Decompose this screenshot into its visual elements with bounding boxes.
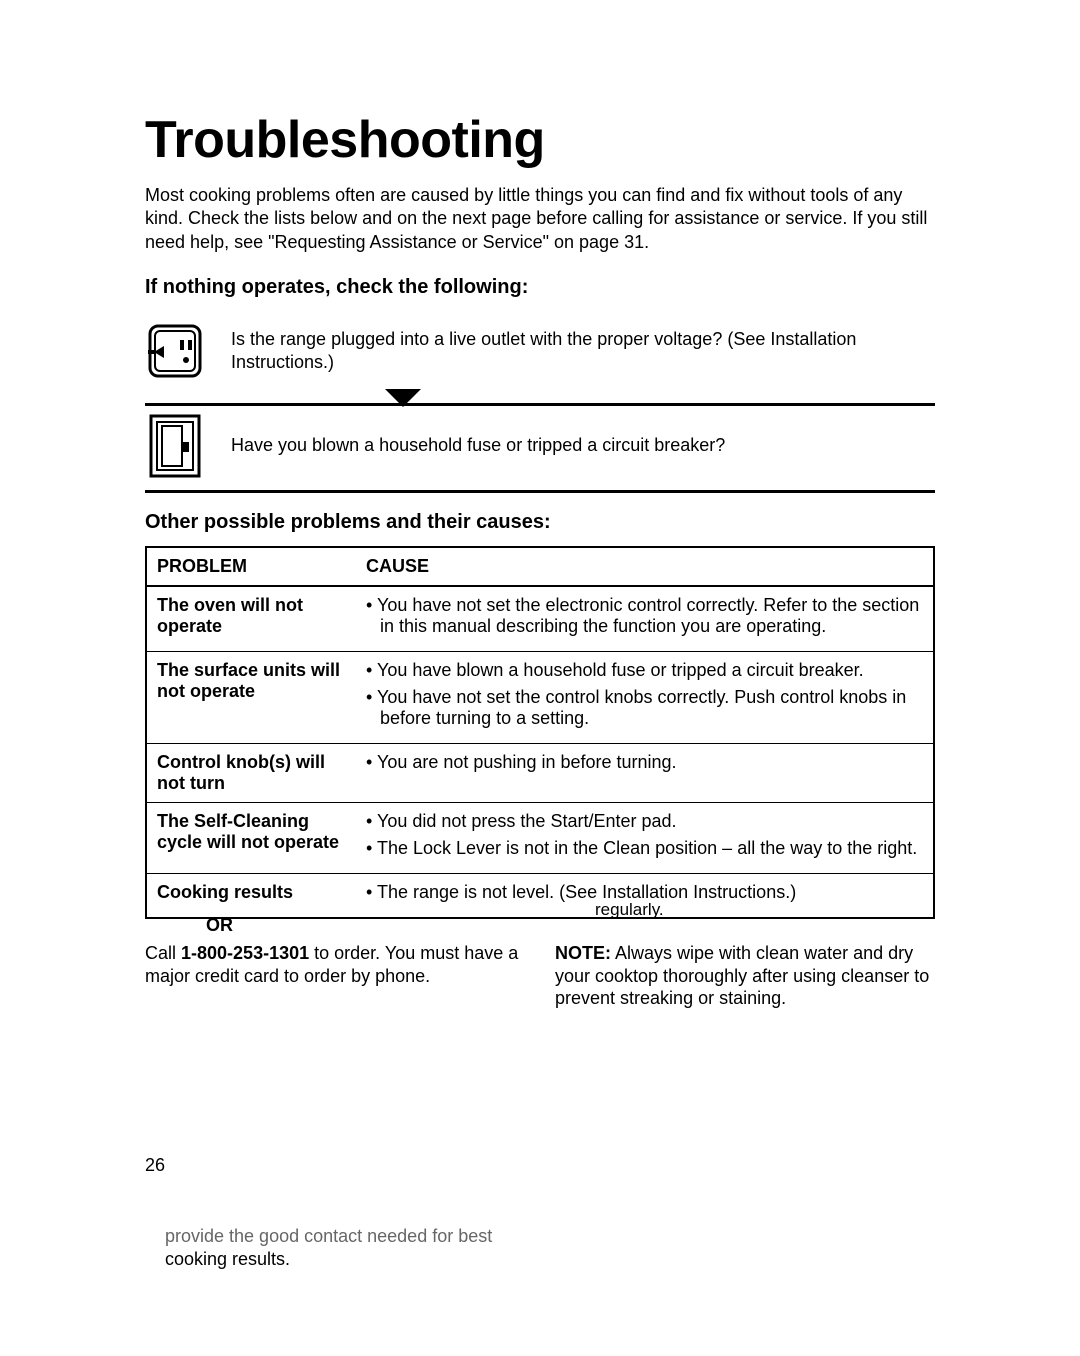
cause-item: You have not set the control knobs corre… [366,687,923,729]
section1-heading: If nothing operates, check the following… [145,276,935,299]
below-right-col: NOTE: Always wipe with clean water and d… [555,942,935,1010]
cause-cell: You have blown a household fuse or tripp… [356,652,934,744]
table-header-row: PROBLEM CAUSE [146,547,934,586]
note-label: NOTE: [555,943,611,963]
col-cause-header: CAUSE [356,547,934,586]
cause-item: You have blown a household fuse or tripp… [366,660,923,681]
problem-cell: The Self-Cleaning cycle will not operate [146,803,356,874]
below-columns: Call 1-800-253-1301 to order. You must h… [145,942,935,1010]
page-title: Troubleshooting [145,110,935,170]
cause-item: You are not pushing in before turning. [366,752,923,773]
phone-number: 1-800-253-1301 [181,943,309,963]
cause-item: The Lock Lever is not in the Clean posit… [366,838,923,859]
bottom-fragment: provide the good contact needed for best… [165,1225,492,1270]
table-row: The oven will not operate You have not s… [146,586,934,652]
cause-cell: You have not set the electronic control … [356,586,934,652]
intro-paragraph: Most cooking problems often are caused b… [145,184,935,254]
page-content: Troubleshooting Most cooking problems of… [145,110,935,919]
check-row-fuse: Have you blown a household fuse or tripp… [145,406,935,490]
table-row: The surface units will not operate You h… [146,652,934,744]
divider-2 [145,490,935,493]
table-row: The Self-Cleaning cycle will not operate… [146,803,934,874]
problem-cell: Control knob(s) will not turn [146,744,356,803]
fragment-regularly: regularly. [595,900,664,920]
col-problem-header: PROBLEM [146,547,356,586]
note-text: Always wipe with clean water and dry you… [555,943,929,1008]
table-row: Control knob(s) will not turn You are no… [146,744,934,803]
cause-item: You have not set the electronic control … [366,595,923,637]
page-number: 26 [145,1155,165,1176]
problem-cell: The oven will not operate [146,586,356,652]
cause-item: You did not press the Start/Enter pad. [366,811,923,832]
cause-cell: You did not press the Start/Enter pad. T… [356,803,934,874]
below-left-col: Call 1-800-253-1301 to order. You must h… [145,942,525,1010]
section2-heading: Other possible problems and their causes… [145,511,935,534]
problem-cell: The surface units will not operate [146,652,356,744]
plug-outlet-icon [145,321,205,381]
below-left-pre: Call [145,943,181,963]
check1-text: Is the range plugged into a live outlet … [231,328,935,375]
fusebox-icon [145,416,205,476]
check-row-plug: Is the range plugged into a live outlet … [145,311,935,395]
problems-table: PROBLEM CAUSE The oven will not operate … [145,546,935,919]
check2-text: Have you blown a household fuse or tripp… [231,434,725,457]
cause-cell: You are not pushing in before turning. [356,744,934,803]
problem-cell: Cooking results [146,874,356,919]
table-row: Cooking results The range is not level. … [146,874,934,919]
fragment-or: OR [206,915,233,936]
bottom-fragment-line1: provide the good contact needed for best [165,1225,492,1248]
bottom-fragment-line2: cooking results. [165,1248,492,1271]
